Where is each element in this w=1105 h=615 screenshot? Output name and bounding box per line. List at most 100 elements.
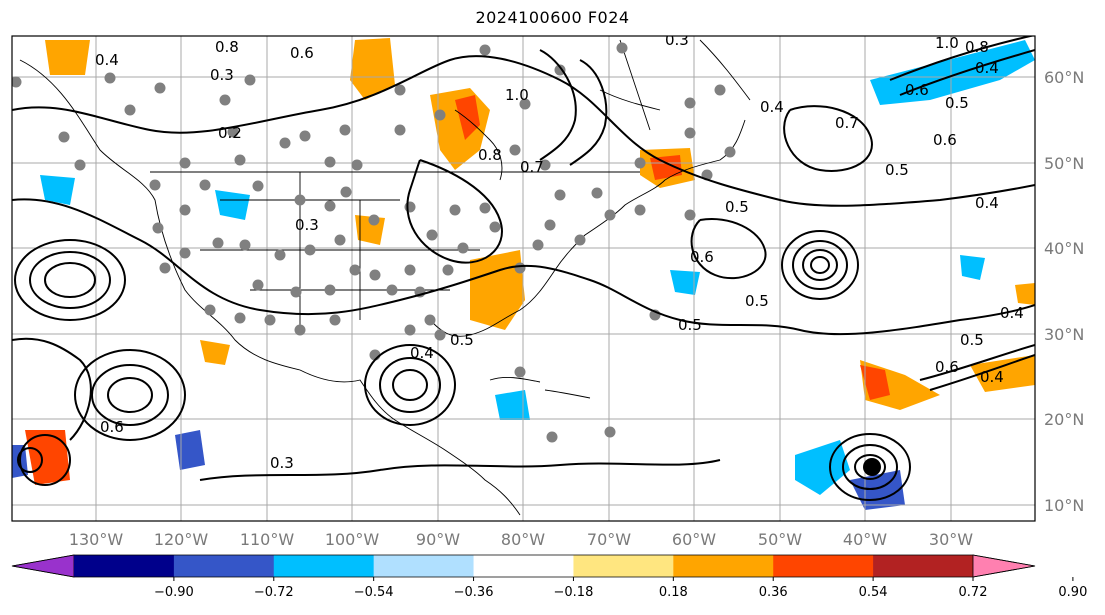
colorbar-tick-label: −0.18 <box>554 585 594 600</box>
contour-label-group: 0.8 0.6 0.3 0.4 0.2 1.0 0.7 0.5 0.3 0.4 … <box>95 31 1024 472</box>
orange-area-mexico <box>200 340 230 365</box>
coastlines <box>19 39 751 516</box>
lon-label: 50°W <box>758 530 802 549</box>
colorbar-segment <box>273 555 375 577</box>
orange-area-southeast <box>470 250 525 330</box>
lon-label: 100°W <box>325 530 380 549</box>
contour-label: 0.5 <box>450 331 474 349</box>
colorbar-tick-label: −0.36 <box>454 585 494 600</box>
map-frame <box>11 35 1036 522</box>
contour-label: 0.7 <box>520 158 544 176</box>
station-dots <box>12 42 736 443</box>
colorbar-segment <box>573 555 674 577</box>
lon-label: 90°W <box>416 530 460 549</box>
blue-area-north-atlantic <box>870 40 1035 105</box>
contour-label: 0.5 <box>960 331 984 349</box>
blue-area-mid-atlantic <box>670 270 700 295</box>
orange-area-east <box>970 355 1035 392</box>
lat-label: 10°N <box>1044 496 1084 515</box>
colorbar-segment <box>873 555 974 577</box>
colorbar-tick-label: −0.72 <box>254 585 294 600</box>
contour-label: 1.0 <box>935 34 959 52</box>
colorbar-tick-label: 0.54 <box>859 585 888 600</box>
lon-label: 60°W <box>672 530 716 549</box>
longitude-labels: 130°W 120°W 110°W 100°W 90°W 80°W 70°W 6… <box>69 530 973 549</box>
contour-label: 1.0 <box>505 86 529 104</box>
lon-label: 120°W <box>154 530 209 549</box>
contour-label: 0.5 <box>678 316 702 334</box>
lon-label: 130°W <box>69 530 124 549</box>
lon-label: 80°W <box>501 530 545 549</box>
colorbar-segment <box>173 555 275 577</box>
contour-label: 0.8 <box>965 38 989 56</box>
red-area-labrador <box>650 155 682 180</box>
colorbar-tick-label: 0.18 <box>659 585 688 600</box>
contour-label: 0.6 <box>690 248 714 266</box>
colorbar-tick-label: −0.54 <box>354 585 394 600</box>
lat-label: 30°N <box>1044 325 1084 344</box>
orange-area-canada <box>350 38 395 100</box>
contour-label: 0.4 <box>980 368 1004 386</box>
contour-label: 0.4 <box>975 59 999 77</box>
orange-area-alaska <box>45 40 90 75</box>
contour-label: 0.5 <box>745 292 769 310</box>
colorbar-tick-label: 0.90 <box>1058 585 1087 600</box>
map-title: 2024100600 F024 <box>475 8 630 27</box>
lon-label: 70°W <box>587 530 631 549</box>
contour-label: 0.5 <box>725 198 749 216</box>
colorbar-outline <box>11 554 1036 578</box>
colorbar-tick-label: 0.36 <box>759 585 788 600</box>
contour-label: 0.2 <box>218 124 242 142</box>
red-area-great-lakes <box>455 95 480 140</box>
blue-area-rockies <box>215 190 250 220</box>
colorbar-extend-low <box>11 554 75 578</box>
orange-area-atlantic-2 <box>1015 283 1035 305</box>
contour-label: 0.3 <box>270 454 294 472</box>
contour-label: 0.4 <box>95 51 119 69</box>
contour-label: 0.8 <box>215 38 239 56</box>
latitude-labels: 60°N 50°N 40°N 30°N 20°N 10°N <box>1044 68 1084 515</box>
blue-area-pacific-nw <box>40 175 75 205</box>
contour-label: 0.4 <box>975 194 999 212</box>
contour-label: 0.5 <box>885 161 909 179</box>
lat-label: 50°N <box>1044 154 1084 173</box>
contour-lines <box>12 36 1035 501</box>
contour-label: 0.6 <box>935 358 959 376</box>
contour-label: 0.8 <box>478 146 502 164</box>
contour-label: 0.4 <box>760 98 784 116</box>
red-area-atlantic <box>860 365 890 400</box>
shaded-fields <box>12 38 1035 510</box>
blue-area-atlantic-2 <box>960 255 985 280</box>
blue-area-storm <box>795 440 850 495</box>
contour-label: 0.6 <box>905 81 929 99</box>
lat-label: 60°N <box>1044 68 1084 87</box>
colorbar-extend-high <box>972 554 1036 578</box>
contour-label: 0.6 <box>290 44 314 62</box>
colorbar-segment <box>673 555 774 577</box>
colorbar: −0.90 −0.72 −0.54 −0.36 −0.18 0.18 0.36 0.54 0.7… <box>11 554 1087 600</box>
lon-label: 40°W <box>843 530 887 549</box>
storm-center-marker <box>863 458 881 476</box>
blue-area-caribbean <box>495 390 530 420</box>
blue-area-pacific-2 <box>175 430 205 470</box>
colorbar-tick-label: −0.90 <box>154 585 194 600</box>
contour-label: 0.7 <box>835 114 859 132</box>
colorbar-segment <box>74 555 175 577</box>
colorbar-segment <box>373 555 475 577</box>
contour-label: 0.3 <box>295 216 319 234</box>
contour-label: 0.4 <box>410 344 434 362</box>
colorbar-segment <box>773 555 874 577</box>
contour-label: 0.5 <box>945 94 969 112</box>
colorbar-segment <box>473 555 574 577</box>
contour-label: 0.3 <box>210 66 234 84</box>
lon-label: 30°W <box>929 530 973 549</box>
lat-label: 20°N <box>1044 410 1084 429</box>
colorbar-tick-label: 0.72 <box>959 585 988 600</box>
contour-label: 0.6 <box>100 418 124 436</box>
lon-label: 110°W <box>240 530 295 549</box>
contour-label: 0.6 <box>933 131 957 149</box>
contour-label: 0.3 <box>665 31 689 49</box>
lat-label: 40°N <box>1044 239 1084 258</box>
contour-label: 0.4 <box>1000 304 1024 322</box>
